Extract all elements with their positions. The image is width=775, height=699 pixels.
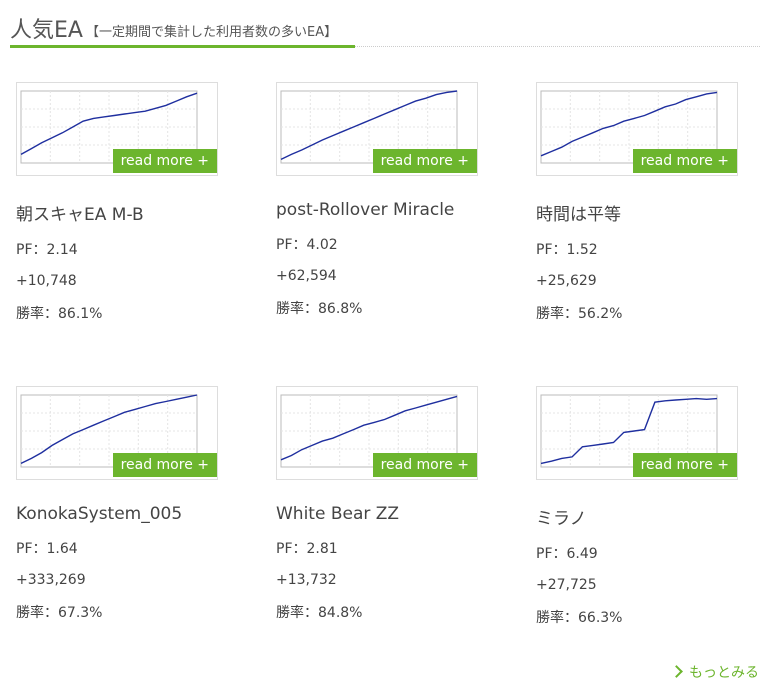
read-more-button[interactable]: read more + <box>632 149 737 173</box>
ea-profit: +10,748 <box>16 273 77 289</box>
ea-profit: +13,732 <box>276 572 337 588</box>
equity-curve-chart <box>540 90 718 164</box>
ea-winrate: 勝率：84.8% <box>276 605 363 621</box>
ea-card[interactable]: read more + White Bear ZZ PF：2.81 +13,73… <box>276 386 502 622</box>
ea-chart-thumbnail[interactable]: read more + <box>536 386 738 480</box>
ea-winrate: 勝率：86.1% <box>16 306 103 322</box>
ea-winrate: 勝率：86.8% <box>276 301 363 317</box>
ea-chart-thumbnail[interactable]: read more + <box>276 386 478 480</box>
equity-curve-line <box>280 90 458 161</box>
ea-pf: PF：2.14 <box>16 242 78 258</box>
ea-chart-thumbnail[interactable]: read more + <box>16 386 218 480</box>
more-link-label: もっとみる <box>689 665 759 681</box>
ea-name[interactable]: 時間は平等 <box>536 205 621 225</box>
read-more-button[interactable]: read more + <box>112 149 217 173</box>
ea-profit: +62,594 <box>276 268 337 284</box>
ea-name[interactable]: 朝スキャEA M-B <box>16 205 144 225</box>
equity-curve-line <box>20 92 198 156</box>
section-title: 人気EA <box>10 18 83 43</box>
ea-card[interactable]: read more + 時間は平等 PF：1.52 +25,629 勝率：56.… <box>536 82 762 323</box>
ea-pf: PF：2.81 <box>276 541 338 557</box>
ea-card[interactable]: read more + ミラノ PF：6.49 +27,725 勝率：66.3% <box>536 386 762 627</box>
equity-curve-line <box>20 394 198 465</box>
more-link[interactable]: もっとみる <box>670 662 759 682</box>
section-subtitle: 【一定期間で集計した利用者数の多いEA】 <box>86 25 338 40</box>
ea-card[interactable]: read more + post-Rollover Miracle PF：4.0… <box>276 82 502 318</box>
read-more-button[interactable]: read more + <box>372 149 477 173</box>
equity-curve-line <box>280 395 458 461</box>
ea-pf: PF：4.02 <box>276 237 338 253</box>
equity-curve-chart <box>540 394 718 468</box>
ea-profit: +27,725 <box>536 577 597 593</box>
ea-winrate: 勝率：67.3% <box>16 605 103 621</box>
read-more-button[interactable]: read more + <box>632 453 737 477</box>
ea-card[interactable]: read more + 朝スキャEA M-B PF：2.14 +10,748 勝… <box>16 82 242 323</box>
ea-name[interactable]: White Bear ZZ <box>276 504 400 524</box>
read-more-button[interactable]: read more + <box>112 453 217 477</box>
read-more-button[interactable]: read more + <box>372 453 477 477</box>
header-underline <box>10 45 355 48</box>
ea-card[interactable]: read more + KonokaSystem_005 PF：1.64 +33… <box>16 386 242 622</box>
ea-winrate: 勝率：66.3% <box>536 610 623 626</box>
section-header: 人気EA 【一定期間で集計した利用者数の多いEA】 <box>10 8 355 48</box>
header-divider <box>355 46 760 48</box>
ea-chart-thumbnail[interactable]: read more + <box>536 82 738 176</box>
ea-profit: +25,629 <box>536 273 597 289</box>
ea-profit: +333,269 <box>16 572 86 588</box>
ea-pf: PF：1.64 <box>16 541 78 557</box>
ea-winrate: 勝率：56.2% <box>536 306 623 322</box>
ea-name[interactable]: post-Rollover Miracle <box>276 200 455 220</box>
equity-curve-line <box>540 397 718 465</box>
equity-curve-chart <box>20 394 198 468</box>
ea-name[interactable]: KonokaSystem_005 <box>16 504 183 524</box>
equity-curve-chart <box>280 90 458 164</box>
equity-curve-chart <box>280 394 458 468</box>
ea-pf: PF：6.49 <box>536 546 598 562</box>
equity-curve-line <box>540 91 718 157</box>
ea-pf: PF：1.52 <box>536 242 598 258</box>
chevron-right-icon <box>670 665 683 678</box>
ea-name[interactable]: ミラノ <box>536 509 587 529</box>
ea-chart-thumbnail[interactable]: read more + <box>16 82 218 176</box>
ea-chart-thumbnail[interactable]: read more + <box>276 82 478 176</box>
